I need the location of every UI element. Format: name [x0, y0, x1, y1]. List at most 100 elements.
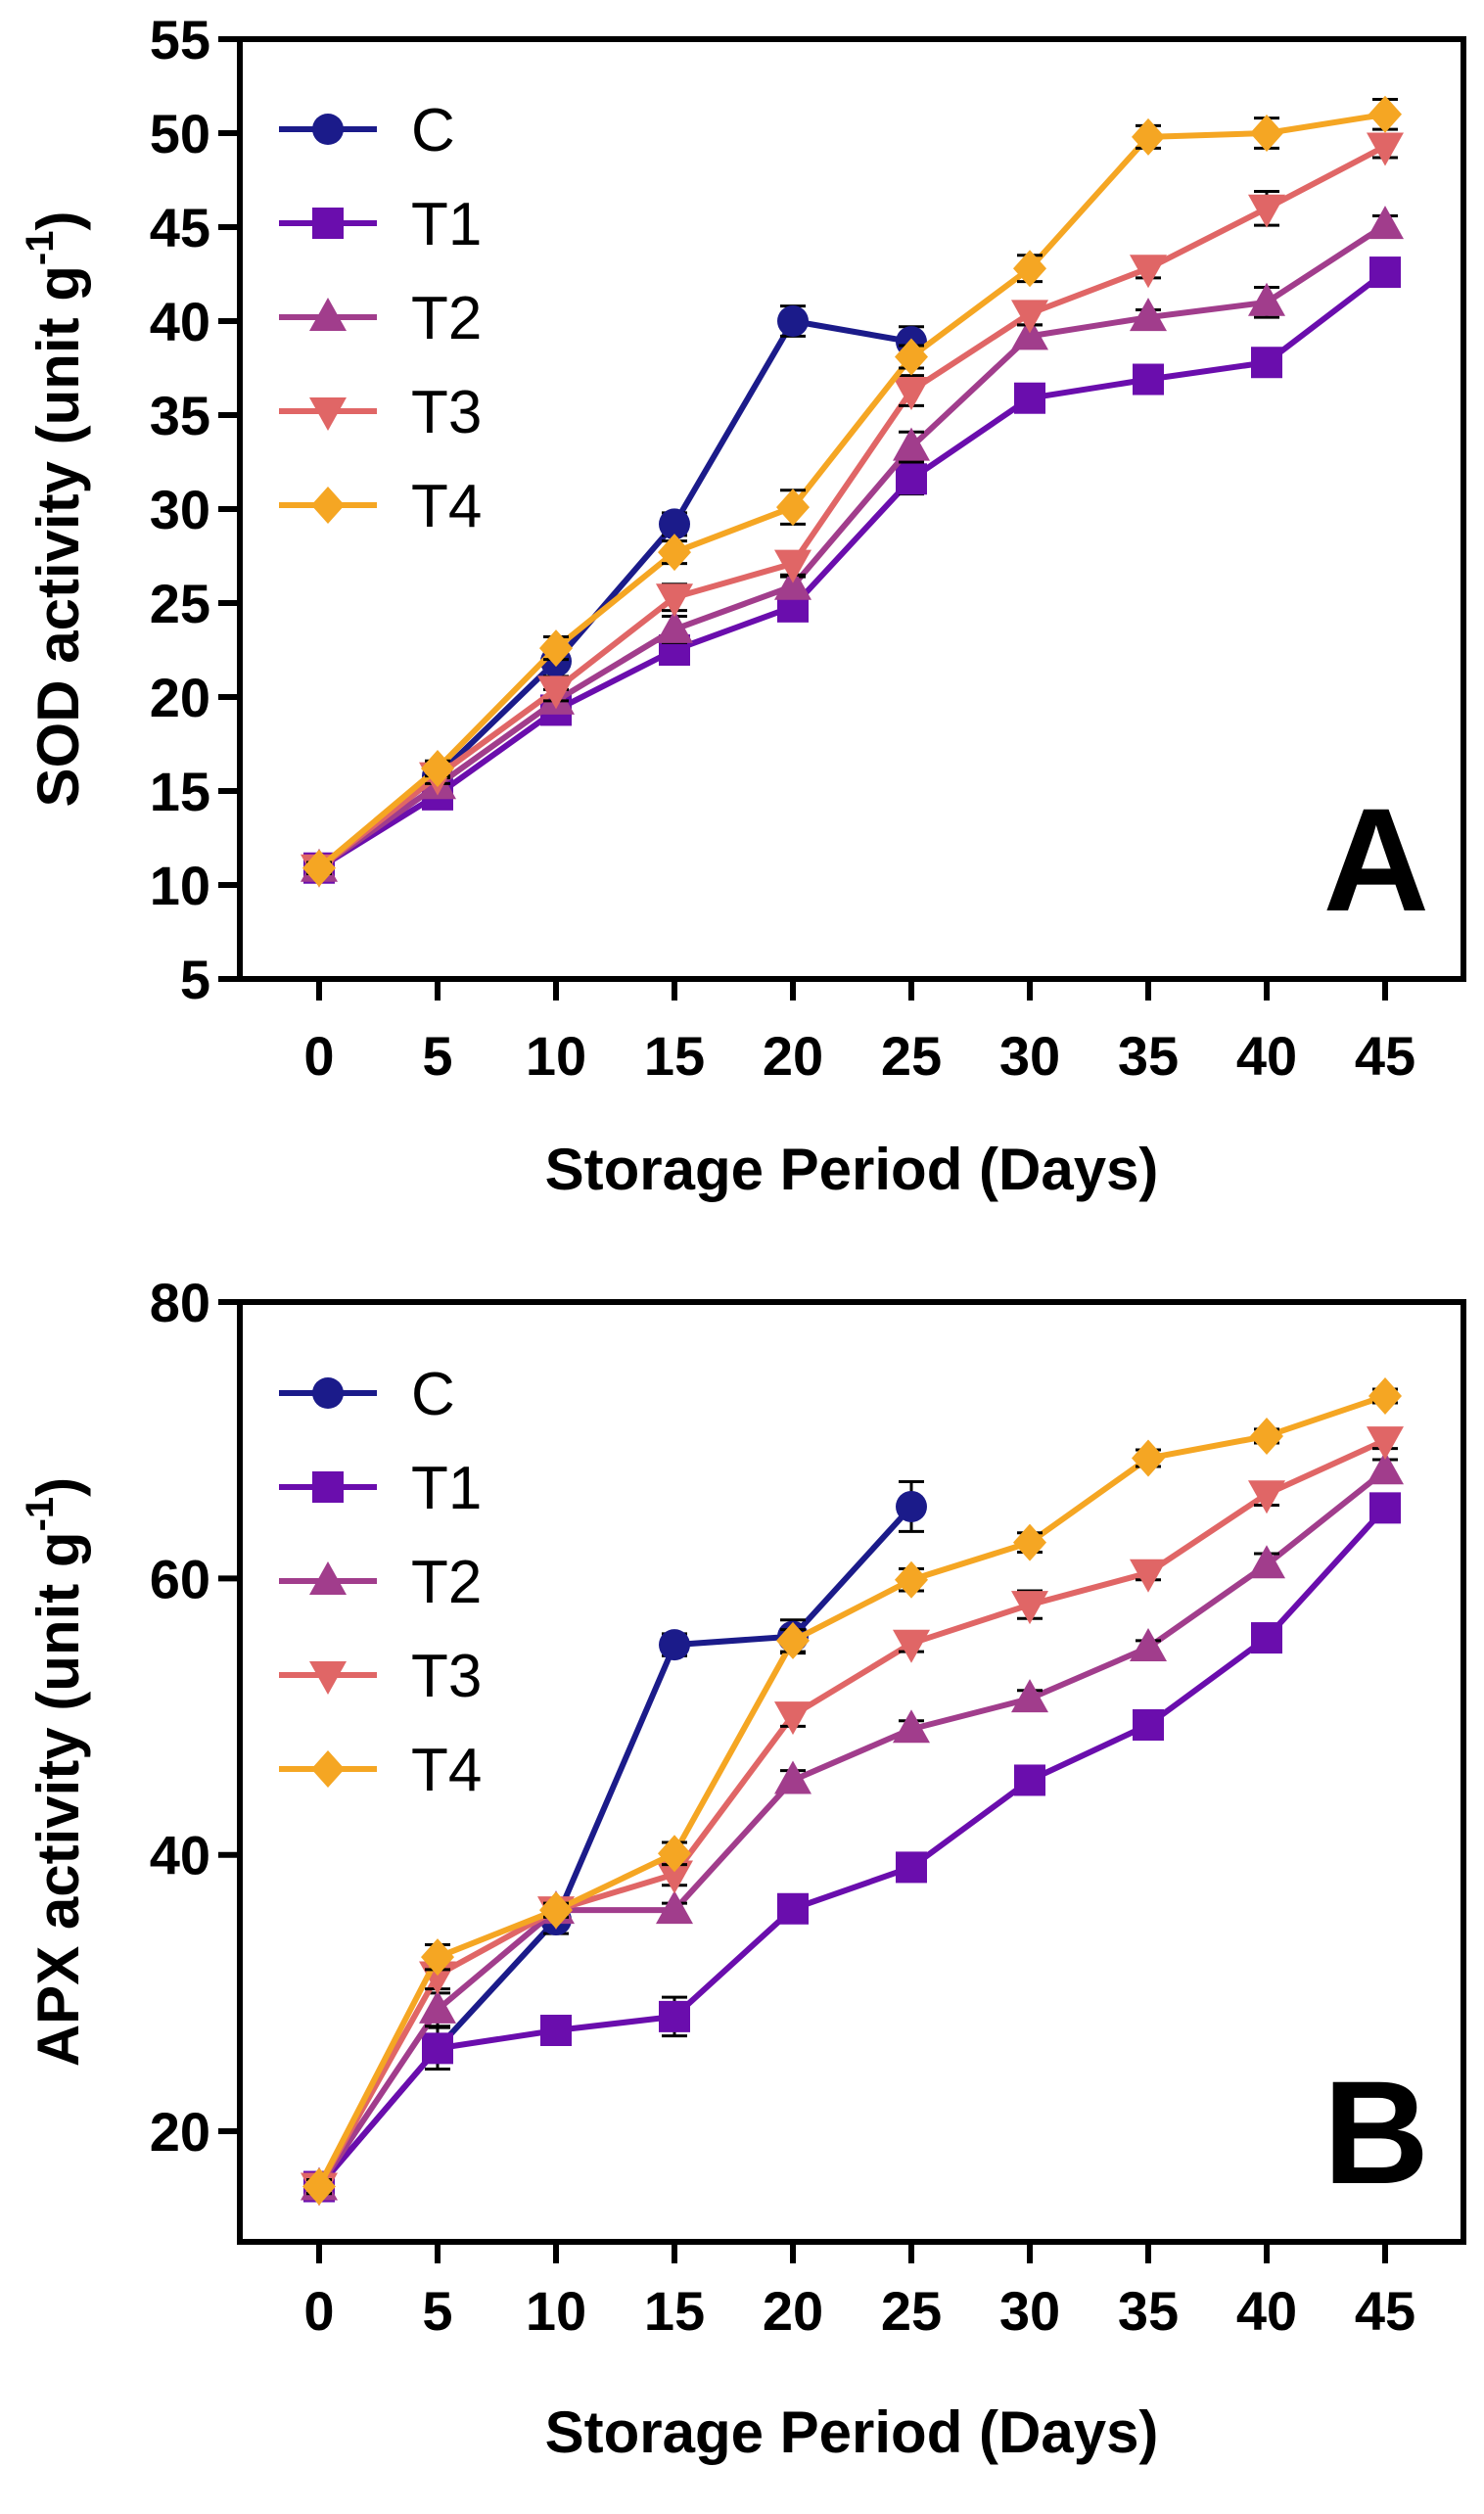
- y-axis-title-close: ): [25, 1477, 91, 1497]
- data-point-t4: [1368, 1377, 1402, 1415]
- x-tick-label: 40: [1236, 2280, 1297, 2342]
- data-point-t4: [776, 489, 810, 527]
- data-point-t3: [656, 583, 693, 618]
- y-axis-title-superscript: -1: [19, 1497, 62, 1532]
- data-point-t4: [539, 629, 573, 668]
- series-line-c: [317, 318, 912, 871]
- series-line-t1: [317, 269, 1387, 871]
- data-point-t1: [1369, 256, 1401, 289]
- legend-label-t2: T2: [411, 1549, 482, 1616]
- data-point-t4: [658, 534, 691, 572]
- legend-label-c: C: [411, 1361, 455, 1428]
- x-tick-label: 35: [1118, 1025, 1179, 1087]
- data-point-t2: [893, 1709, 930, 1744]
- data-point-t3: [1011, 1591, 1048, 1625]
- data-point-t1: [659, 2000, 690, 2032]
- x-tick-label: 15: [644, 2280, 705, 2342]
- x-tick-label: 20: [763, 2280, 823, 2342]
- data-point-t4: [895, 1560, 928, 1599]
- data-point-t1: [896, 1851, 927, 1884]
- x-tick-label: 45: [1355, 2280, 1415, 2342]
- x-tick-label: 10: [526, 2280, 586, 2342]
- x-tick-label: 0: [303, 1025, 334, 1087]
- data-point-t3: [1248, 194, 1285, 228]
- data-point-t2: [1367, 206, 1404, 240]
- y-tick-label: 80: [150, 1272, 210, 1333]
- data-point-t1: [1133, 363, 1164, 396]
- data-point-c: [659, 508, 690, 540]
- data-point-t2: [419, 1989, 456, 2024]
- y-tick-label: 40: [150, 1825, 210, 1886]
- series-line-t1: [316, 1506, 1388, 2189]
- y-axis-title-close: ): [25, 211, 91, 231]
- data-point-t4: [1132, 1439, 1165, 1477]
- legend: C T1 T2 T3 T4: [279, 97, 482, 540]
- data-point-t2: [774, 1760, 812, 1794]
- legend-marker-t2: [309, 298, 347, 331]
- y-tick-label: 30: [150, 479, 210, 540]
- data-point-t1: [540, 2015, 572, 2046]
- data-point-c: [777, 305, 809, 337]
- legend-marker-t4: [311, 1750, 345, 1788]
- legend-label-t2: T2: [411, 285, 482, 352]
- y-axis-title: SOD activity (unit g-1): [19, 211, 91, 808]
- data-point-t1: [1014, 382, 1045, 414]
- y-axis-title-main: APX activity (unit g: [25, 1531, 91, 2067]
- legend-label-t3: T3: [411, 379, 482, 446]
- x-tick-label: 15: [644, 1025, 705, 1087]
- data-point-t4: [895, 338, 928, 376]
- data-point-t4: [1013, 250, 1046, 288]
- x-tick-label: 5: [422, 2280, 452, 2342]
- y-tick-label: 20: [150, 667, 210, 728]
- data-point-t4: [539, 1891, 573, 1930]
- data-point-t4: [658, 1835, 691, 1873]
- y-tick-label: 15: [150, 761, 210, 822]
- data-point-t1: [896, 463, 927, 495]
- chart-panel-b: 20 40 60 80 0 5 10 15 20 25 30 35 40 45 Storage Period…: [19, 1272, 1466, 2465]
- legend: C T1 T2 T3 T4: [279, 1361, 482, 1804]
- data-point-t4: [1013, 1523, 1046, 1561]
- y-tick-label: 55: [150, 9, 210, 70]
- legend-marker-t1: [312, 1471, 344, 1503]
- data-point-t2: [1248, 1545, 1285, 1579]
- legend-marker-c: [312, 114, 344, 145]
- y-axis-title: APX activity (unit g-1): [19, 1477, 91, 2067]
- y-tick-label: 5: [180, 949, 210, 1010]
- data-point-t2: [893, 427, 930, 461]
- data-point-t4: [776, 1621, 810, 1659]
- x-axis-title: Storage Period (Days): [545, 2399, 1159, 2465]
- legend-marker-t1: [312, 208, 344, 239]
- data-point-t1: [1014, 1764, 1045, 1796]
- data-point-t1: [1251, 347, 1282, 379]
- y-tick-label: 35: [150, 385, 210, 446]
- data-point-t2: [1367, 1451, 1404, 1485]
- legend-label-t4: T4: [411, 1737, 482, 1804]
- series-t4: [302, 1377, 1402, 2206]
- y-tick-label: 45: [150, 197, 210, 258]
- data-point-t4: [421, 1938, 454, 1977]
- series-line-t4: [316, 1393, 1386, 2188]
- y-tick-label: 25: [150, 573, 210, 634]
- plot-frame: [237, 1299, 1466, 2245]
- data-point-t4: [1250, 115, 1283, 152]
- x-tick-label: 35: [1118, 2280, 1179, 2342]
- data-point-t1: [777, 1892, 809, 1925]
- data-point-t3: [893, 377, 930, 411]
- chart-panel-a: 5 10 15 20 25 30 35 40 45 50 55 0 5 10 15 20 25 30 35 40 45 S…: [19, 9, 1466, 1202]
- series-c: [303, 304, 927, 884]
- data-point-t4: [1132, 117, 1165, 156]
- data-point-t2: [1011, 1679, 1048, 1713]
- data-point-t3: [774, 549, 812, 583]
- data-point-t1: [1133, 1709, 1164, 1741]
- x-tick-label: 30: [999, 2280, 1060, 2342]
- y-tick-label: 60: [150, 1548, 210, 1609]
- y-axis-title-superscript: -1: [19, 231, 62, 266]
- data-point-t2: [1130, 298, 1167, 332]
- data-point-t1: [1251, 1622, 1282, 1654]
- legend-label-t3: T3: [411, 1643, 482, 1710]
- x-tick-label: 20: [763, 1025, 823, 1087]
- x-tick-label: 0: [303, 2280, 334, 2342]
- series-line-t4: [317, 111, 1386, 871]
- data-point-t4: [421, 749, 454, 787]
